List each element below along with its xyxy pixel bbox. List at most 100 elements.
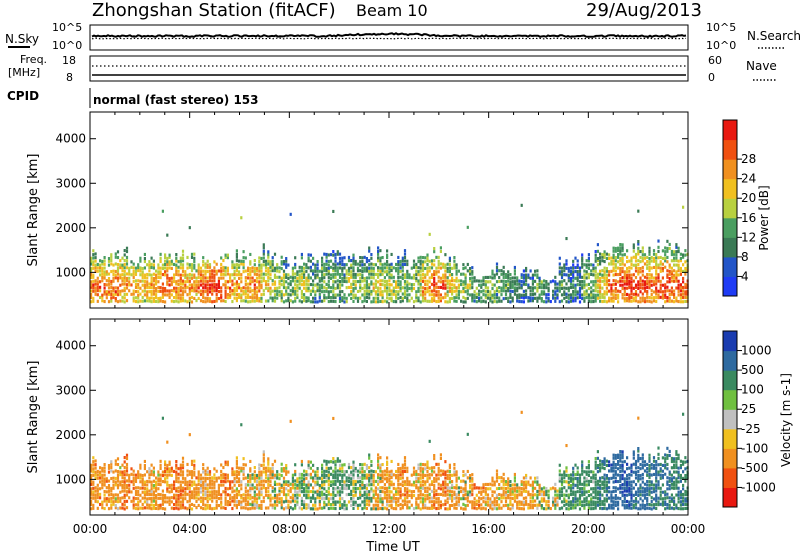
power-cell	[513, 265, 516, 269]
power-cell	[442, 273, 445, 277]
power-cell	[347, 277, 351, 281]
power-cell	[359, 280, 362, 284]
velocity-cell	[381, 507, 384, 511]
power-cell	[132, 266, 135, 270]
velocity-cell	[143, 473, 146, 477]
power-cell	[527, 296, 530, 300]
power-cell	[509, 289, 512, 293]
velocity-cell	[415, 500, 418, 504]
power-cell	[641, 265, 644, 269]
velocity-cell	[478, 503, 481, 507]
velocity-cell	[164, 477, 167, 481]
velocity-cell	[150, 487, 153, 491]
velocity-cell	[202, 507, 205, 511]
power-cell	[578, 275, 582, 279]
velocity-cell	[195, 506, 198, 510]
power-cell	[202, 289, 205, 293]
power-cell	[610, 289, 613, 293]
power-cell	[303, 280, 306, 284]
power-cell	[116, 300, 120, 304]
velocity-cell	[500, 493, 503, 497]
power-cell	[338, 252, 342, 256]
velocity-cell	[114, 459, 117, 463]
velocity-cell	[388, 479, 391, 483]
power-cell	[244, 286, 247, 290]
power-cell	[188, 283, 191, 287]
velocity-cell	[417, 493, 420, 497]
velocity-cell	[498, 486, 501, 490]
power-cell	[652, 283, 656, 287]
power-cell	[581, 293, 584, 297]
velocity-cell	[374, 492, 377, 496]
power-cell	[276, 296, 279, 300]
power-cell	[148, 269, 151, 273]
velocity-cell	[125, 479, 129, 483]
velocity-cell	[211, 479, 214, 483]
velocity-cell	[206, 470, 209, 474]
power-cell	[379, 249, 382, 253]
power-cell	[673, 263, 676, 267]
power-cell	[630, 256, 633, 260]
power-cell	[150, 286, 153, 290]
velocity-cell	[439, 469, 442, 473]
power-cell	[327, 300, 330, 304]
velocity-cell	[437, 497, 440, 501]
velocity-cell	[175, 466, 178, 470]
velocity-cell	[170, 496, 173, 500]
velocity-cell	[202, 489, 205, 493]
power-cell	[175, 256, 178, 260]
power-cell	[408, 282, 411, 286]
power-cell	[273, 266, 277, 270]
velocity-cell	[294, 473, 297, 477]
velocity-cell	[567, 480, 570, 484]
velocity-cell	[516, 486, 519, 490]
power-cell	[343, 263, 346, 267]
velocity-cell	[415, 497, 418, 501]
velocity-cell	[92, 486, 95, 490]
velocity-cell	[406, 496, 409, 500]
velocity-cell	[224, 486, 227, 490]
power-cell	[226, 296, 229, 300]
power-cell	[664, 265, 667, 269]
power-cell	[592, 293, 595, 297]
power-cell	[641, 246, 644, 250]
power-cell	[150, 296, 153, 300]
power-cell	[152, 283, 155, 287]
velocity-cell	[359, 479, 362, 483]
velocity-cell	[352, 502, 355, 506]
power-cell	[347, 266, 351, 270]
power-cell	[659, 260, 662, 264]
power-cell	[493, 290, 496, 294]
velocity-cell	[399, 466, 402, 470]
velocity-cell	[159, 479, 162, 483]
power-cell	[305, 296, 308, 300]
velocity-cell	[220, 469, 223, 473]
velocity-cell	[208, 493, 212, 497]
power-cell	[621, 246, 624, 250]
power-cell	[170, 283, 173, 287]
power-cell	[507, 270, 510, 274]
velocity-cell	[569, 476, 573, 480]
velocity-cell	[444, 480, 447, 484]
velocity-cell	[307, 490, 310, 494]
power-cell	[641, 273, 644, 277]
power-cell	[567, 266, 570, 270]
power-cell	[305, 266, 308, 270]
velocity-cell	[101, 466, 104, 470]
power-cell	[587, 296, 590, 300]
velocity-cell	[321, 463, 324, 467]
velocity-cell	[235, 489, 238, 493]
power-cell	[406, 280, 409, 284]
power-cell	[587, 266, 590, 270]
velocity-cell	[298, 506, 301, 510]
power-cell	[442, 279, 445, 283]
power-cell	[641, 296, 644, 300]
power-cell	[462, 267, 465, 271]
velocity-cell	[338, 493, 342, 497]
power-cell	[621, 243, 624, 247]
power-cell	[504, 286, 508, 290]
power-cell	[648, 286, 651, 290]
velocity-cell	[507, 483, 510, 487]
velocity-cell	[352, 489, 355, 493]
power-cell	[682, 300, 685, 304]
